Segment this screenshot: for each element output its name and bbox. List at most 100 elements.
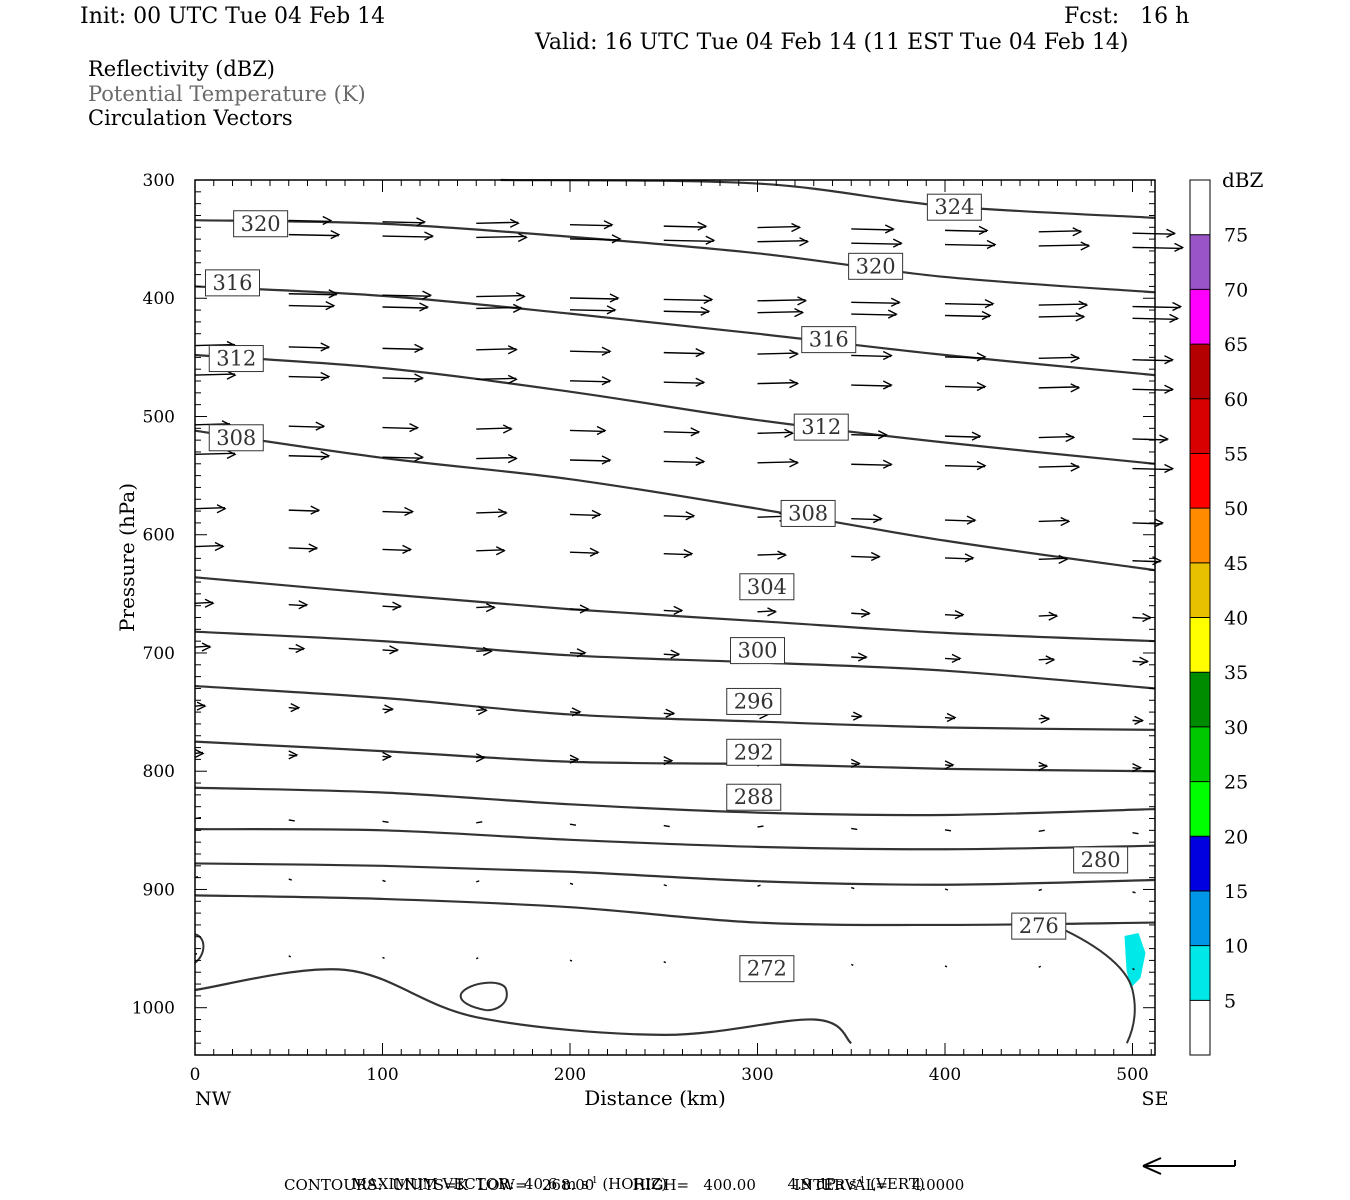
vector-head [603, 220, 614, 230]
isentrope-layer [194, 178, 1156, 1045]
isentrope-label-box [926, 193, 982, 221]
vector-head [579, 604, 590, 614]
circulation-vector [476, 456, 517, 460]
isentrope-label: 308 [216, 426, 256, 450]
vector-head [482, 646, 493, 656]
vector-head [700, 306, 711, 316]
colorbar-segment [1190, 180, 1210, 235]
vector-head [1038, 761, 1049, 771]
circulation-vector [476, 821, 483, 824]
vector-head [697, 221, 708, 231]
vector-head [328, 289, 339, 299]
vector-head [984, 299, 995, 309]
vector-head [507, 374, 518, 384]
circulation-vector [1038, 315, 1084, 318]
isentrope-292 [194, 740, 1156, 773]
vector-head [981, 310, 992, 321]
x-tick-label: 400 [929, 1065, 961, 1085]
colorbar-segment [1190, 781, 1210, 837]
y-axis-label: Pressure (hPa) [115, 483, 139, 632]
circulation-vector [288, 233, 339, 237]
vector-head [414, 373, 425, 383]
colorbar-segment [1190, 617, 1210, 673]
isentrope-label: 296 [734, 689, 774, 713]
vector-head [509, 218, 520, 228]
circulation-vector [663, 552, 692, 556]
colorbar-segment [1190, 398, 1210, 454]
y-tick-label: 900 [143, 880, 175, 900]
circulation-vector [475, 957, 479, 960]
isentrope-label: 276 [1019, 914, 1059, 938]
circulation-vector [569, 429, 606, 433]
circulation-vector [288, 375, 329, 379]
circulation-vector [382, 956, 385, 959]
circulation-vector [757, 553, 786, 556]
circulation-vector [663, 310, 709, 313]
vector-head [673, 605, 684, 616]
y-tick-label: 300 [143, 171, 175, 191]
circulation-vector [1038, 519, 1069, 523]
circulation-vector [851, 517, 882, 521]
isentrope-label-box [208, 345, 264, 373]
vector-head [611, 234, 622, 244]
circulation-vector [382, 306, 428, 309]
circulation-vector [382, 221, 425, 224]
circulation-vector [663, 824, 670, 828]
vector-head [589, 547, 600, 557]
vector-head [606, 305, 617, 315]
circulation-vector [944, 519, 976, 522]
circulation-vector [1038, 230, 1081, 233]
circulation-vector [663, 381, 704, 384]
circulation-vector [851, 301, 900, 304]
colorbar-label: 40 [1224, 608, 1248, 630]
colorbar-label: 45 [1224, 553, 1248, 575]
vector-head [1169, 313, 1180, 323]
circulation-vector [757, 884, 761, 887]
vector-head [1078, 300, 1089, 310]
vector-head [320, 451, 331, 461]
circulation-vector [944, 302, 994, 306]
circulation-vector [382, 456, 423, 459]
vector-head [1166, 228, 1177, 238]
circulation-vector [382, 347, 423, 351]
isentrope-324 [500, 178, 1156, 219]
vector-head [705, 235, 716, 245]
isentrope-label: 320 [856, 254, 896, 278]
isentrope-label-box [793, 413, 849, 441]
circulation-vector [663, 960, 667, 964]
vector-head [507, 453, 518, 464]
circulation-vector [1038, 888, 1042, 892]
isentrope-284 [194, 828, 1156, 851]
vector-head [214, 541, 225, 552]
circulation-vector [1038, 386, 1079, 389]
circulation-vector [944, 435, 981, 438]
max-vector-horiz-exp: -1 [588, 1176, 598, 1186]
isentrope-label-box [739, 955, 795, 983]
vector-head [1154, 518, 1165, 528]
vector-head [1070, 353, 1081, 363]
vector-head [475, 753, 486, 763]
colorbar-segment [1190, 945, 1210, 1001]
y-tick-label: 800 [143, 762, 175, 782]
vector-head [799, 237, 810, 247]
vector-head [1134, 715, 1145, 725]
vector-head [789, 349, 800, 359]
circulation-vector [944, 829, 952, 832]
vector-head [695, 377, 706, 387]
circulation-vector [288, 509, 319, 512]
vector-head [784, 428, 795, 438]
vector-head [872, 514, 883, 524]
vector-head [777, 550, 788, 560]
isentrope-304 [194, 576, 1156, 643]
circulation-vector [569, 350, 611, 353]
isentrope-label: 300 [737, 639, 777, 663]
max-vector-vert-exp: -1 [856, 1176, 866, 1186]
isentrope-label-box [726, 687, 782, 715]
vector-head [870, 551, 881, 562]
circulation-vector [757, 310, 803, 314]
x-end-label-se: SE [1142, 1088, 1169, 1110]
vector-head [986, 239, 997, 250]
vector-head [976, 381, 987, 392]
x-tick-label: 300 [741, 1065, 773, 1085]
vector-head [515, 291, 526, 302]
